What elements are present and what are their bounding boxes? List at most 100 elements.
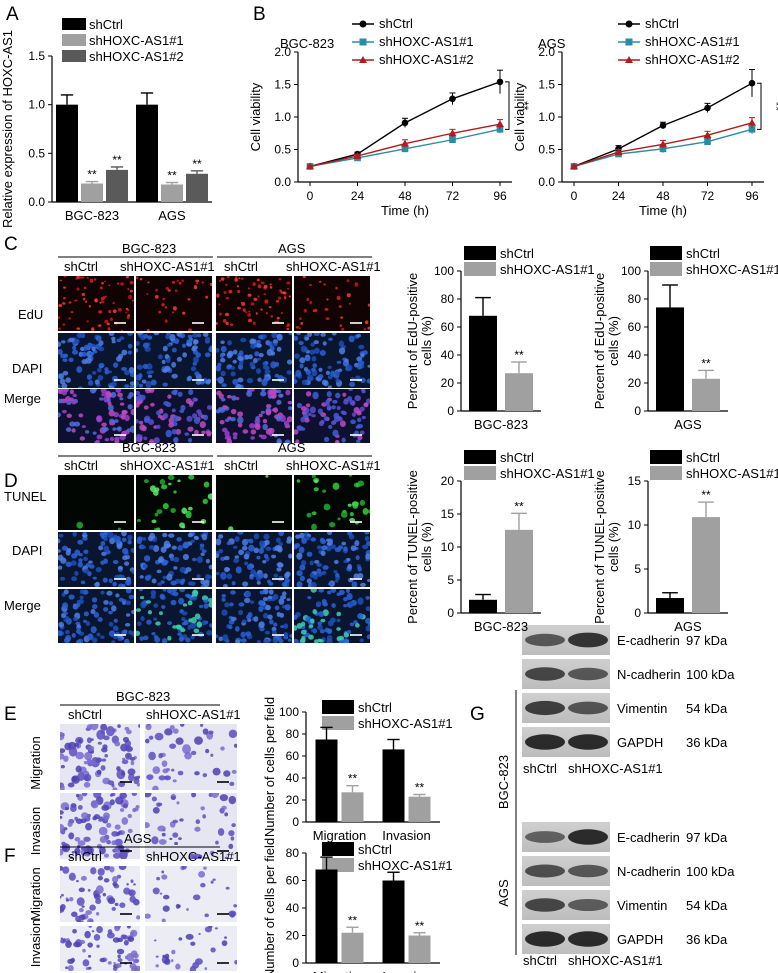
chart-B2-y-label: Cell viability bbox=[512, 82, 527, 151]
chart-F-y-tick-label-1: 20 bbox=[286, 929, 300, 943]
chart-C2-y-tick-label-1: 20 bbox=[628, 376, 642, 390]
g-ags-band-0-1 bbox=[568, 829, 608, 845]
chart-E-y-tick-label-1: 20 bbox=[286, 793, 300, 807]
panel-g-western: BGC-823 AGS shCtrl shHOXC-AS1#1 shCtrl s… bbox=[496, 625, 735, 968]
chart-B1-y-tick-label-2: 1.0 bbox=[274, 110, 291, 124]
chart-D2-bar-0-0 bbox=[656, 598, 684, 613]
panel-e-micrographs: BGC-823 shCtrl shHOXC-AS1#1 Migration In… bbox=[28, 689, 241, 859]
chart-D1-y-label-0: Percent of TUNEL-positive bbox=[405, 470, 420, 624]
chart-B1-point-1-3 bbox=[449, 136, 456, 144]
chart-C2-y-tick-label-3: 60 bbox=[628, 320, 642, 334]
g-bgc-protein-2: Vimentin bbox=[617, 701, 667, 716]
chart-B1-point-1-2 bbox=[401, 145, 409, 153]
chart-B1-point-2-4 bbox=[496, 120, 504, 128]
f-sub-shctrl: shCtrl bbox=[68, 849, 102, 864]
chart-A-bar-0-1 bbox=[81, 183, 103, 202]
legend-d1-kd1: shHOXC-AS1#1 bbox=[500, 466, 595, 481]
legend-c1-shctrl: shCtrl bbox=[500, 246, 534, 261]
c-dapi-0 bbox=[58, 333, 134, 388]
chart-D1-bar-0-0 bbox=[469, 599, 497, 613]
chart-B1-point-0-2 bbox=[401, 119, 409, 127]
chart-D1-y-tick-label-3: 15 bbox=[441, 507, 455, 521]
chart-E-bar-1-1 bbox=[408, 796, 431, 822]
legend-c2-shctrl: shCtrl bbox=[686, 246, 720, 261]
d-sub-kd-1: shHOXC-AS1#1 bbox=[120, 458, 215, 473]
d-dapi-0 bbox=[58, 532, 134, 587]
chart-B1-y-tick-label-0: 0.0 bbox=[274, 175, 291, 189]
c-edu-3 bbox=[294, 276, 370, 331]
chart-F-bar-0-1 bbox=[341, 932, 364, 963]
d-header-bgc: BGC-823 bbox=[122, 440, 176, 455]
chart-B1-point-0-3 bbox=[449, 95, 456, 103]
chart-F-sig-0-1: ** bbox=[348, 913, 358, 927]
chart-D1: 0 5 10 15 20 ** BGC-823 Percent of TUNEL-positi… bbox=[405, 470, 541, 634]
g-ags-band-2-0 bbox=[525, 898, 565, 912]
legend-b1: shCtrl shHOXC-AS1#1 shHOXC-AS1#2 bbox=[352, 16, 474, 67]
g-bgc-kda-3: 36 kDa bbox=[686, 735, 728, 750]
g-bgc-band-3-1 bbox=[568, 734, 608, 750]
legend-c1-kd1: shHOXC-AS1#1 bbox=[500, 262, 595, 277]
c-sub-shctrl-1: shCtrl bbox=[64, 259, 98, 274]
legend-c1: shCtrl shHOXC-AS1#1 bbox=[464, 246, 595, 277]
chart-B2-sig: ** bbox=[769, 102, 778, 112]
chart-C2: 0 20 40 60 80 100 ** AGS Percent of EdU-positive… bbox=[592, 264, 728, 432]
legend-e: shCtrl shHOXC-AS1#1 bbox=[322, 700, 453, 731]
d-tunel-2-bg bbox=[216, 475, 292, 530]
g-cell-ags: AGS bbox=[496, 879, 511, 907]
d-tunel-0 bbox=[58, 475, 134, 530]
legend-b1-kd2: shHOXC-AS1#2 bbox=[379, 52, 474, 67]
c-dapi-3 bbox=[294, 333, 370, 388]
legend-b2-kd1: shHOXC-AS1#1 bbox=[645, 34, 740, 49]
c-header-ags: AGS bbox=[278, 241, 306, 256]
chart-B2-y-tick-label-2: 1.0 bbox=[538, 110, 555, 124]
legend-d2: shCtrl shHOXC-AS1#1 bbox=[650, 450, 778, 481]
chart-F-y-tick-label-0: 0 bbox=[292, 956, 299, 970]
chart-C1-x-label-0: BGC-823 bbox=[474, 417, 528, 432]
chart-E-sig-0-1: ** bbox=[348, 772, 358, 786]
chart-b2-title: AGS bbox=[538, 36, 566, 51]
c-merge-3 bbox=[294, 389, 370, 443]
c-merge-0 bbox=[58, 389, 134, 443]
chart-B2-point-2-4 bbox=[748, 118, 756, 126]
d-tunel-2 bbox=[216, 475, 292, 530]
d-tunel-3 bbox=[294, 475, 370, 530]
legend-d1: shCtrl shHOXC-AS1#1 bbox=[464, 450, 595, 481]
chart-D2-x-label-0: AGS bbox=[674, 619, 702, 634]
g-ags-kda-1: 100 kDa bbox=[686, 864, 735, 879]
g-lane-kd-1: shHOXC-AS1#1 bbox=[568, 761, 663, 776]
chart-B1-point-2-0 bbox=[306, 162, 314, 170]
panel-letter-a: A bbox=[6, 4, 19, 25]
g-ags-band-3-0 bbox=[525, 931, 565, 947]
chart-F-y-label-0: Number of cells per field bbox=[262, 838, 277, 973]
chart-F-x-label-1: Invasion bbox=[382, 969, 430, 973]
e-invasion-0 bbox=[60, 793, 140, 859]
legend-f: shCtrl shHOXC-AS1#1 bbox=[322, 842, 453, 873]
g-bgc-band-2-0 bbox=[525, 700, 565, 716]
chart-A-x-label-1: AGS bbox=[158, 208, 186, 223]
panel-c-micrographs: BGC-823 AGS shCtrl shHOXC-AS1#1 shCtrl s… bbox=[4, 241, 381, 443]
g-lane-kd-2: shHOXC-AS1#1 bbox=[568, 953, 663, 968]
d-tunel-1 bbox=[136, 475, 212, 530]
chart-B2-sig-bracket bbox=[757, 82, 762, 130]
e-sub-kd: shHOXC-AS1#1 bbox=[146, 707, 241, 722]
legend-swatch-kd1 bbox=[62, 34, 86, 46]
chart-E-bar-1-0 bbox=[382, 749, 405, 822]
chart-B2-point-2-1 bbox=[614, 148, 623, 156]
chart-A-y-tick-label-3: 1.5 bbox=[28, 49, 45, 63]
c-dapi-1 bbox=[136, 333, 212, 388]
g-ags-kda-0: 97 kDa bbox=[686, 830, 728, 845]
chart-B1-y-tick-label-3: 1.5 bbox=[274, 78, 291, 92]
g-bgc-band-2-1 bbox=[568, 701, 608, 715]
chart-C2-y-tick-label-2: 40 bbox=[628, 348, 642, 362]
c-header-bgc: BGC-823 bbox=[122, 241, 176, 256]
chart-E-bar-0-0 bbox=[315, 739, 338, 822]
c-merge-1 bbox=[136, 389, 212, 443]
g-ags-protein-1: N-cadherin bbox=[617, 864, 681, 879]
chart-E-y-label-0: Number of cells per field bbox=[262, 697, 277, 837]
chart-E: 0 20 40 60 80 100 ** Migration ** Invasion Number … bbox=[262, 697, 440, 843]
chart-C1-y-label-1: cells (%) bbox=[419, 316, 434, 366]
legend-label-kd2: shHOXC-AS1#2 bbox=[89, 49, 184, 64]
g-bgc-kda-0: 97 kDa bbox=[686, 633, 728, 648]
chart-B1-sig: ** bbox=[517, 101, 531, 111]
e-migration-1 bbox=[145, 724, 237, 790]
